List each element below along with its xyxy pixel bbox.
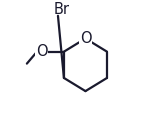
- Text: O: O: [80, 31, 91, 46]
- Text: Br: Br: [54, 2, 70, 17]
- Text: O: O: [36, 44, 48, 59]
